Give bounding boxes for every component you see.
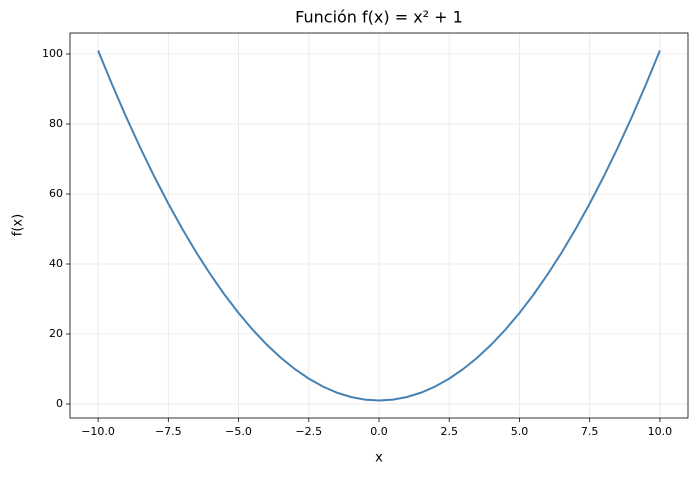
x-tick-label: −10.0 <box>81 425 115 438</box>
x-tick-label: −5.0 <box>225 425 252 438</box>
y-axis-label: f(x) <box>11 214 26 236</box>
x-axis-label: x <box>375 451 383 466</box>
line <box>97 50 661 402</box>
x-tick-label: 2.5 <box>440 425 458 438</box>
x-tick-label: −2.5 <box>295 425 322 438</box>
y-tick-label: 60 <box>49 187 63 200</box>
x-tick-label: 5.0 <box>511 425 529 438</box>
y-tick-label: 80 <box>49 117 63 130</box>
x-tick-label: 7.5 <box>581 425 599 438</box>
y-tick-label: 0 <box>56 397 63 410</box>
plot-frame <box>69 32 689 419</box>
y-tick-label: 40 <box>49 257 63 270</box>
y-tick-label: 100 <box>42 47 63 60</box>
chart-title: Función f(x) = x² + 1 <box>295 8 463 27</box>
x-tick-label: 10.0 <box>648 425 673 438</box>
x-tick-label: 0.0 <box>370 425 388 438</box>
y-tick-label: 20 <box>49 327 63 340</box>
x-tick-label: −7.5 <box>155 425 182 438</box>
